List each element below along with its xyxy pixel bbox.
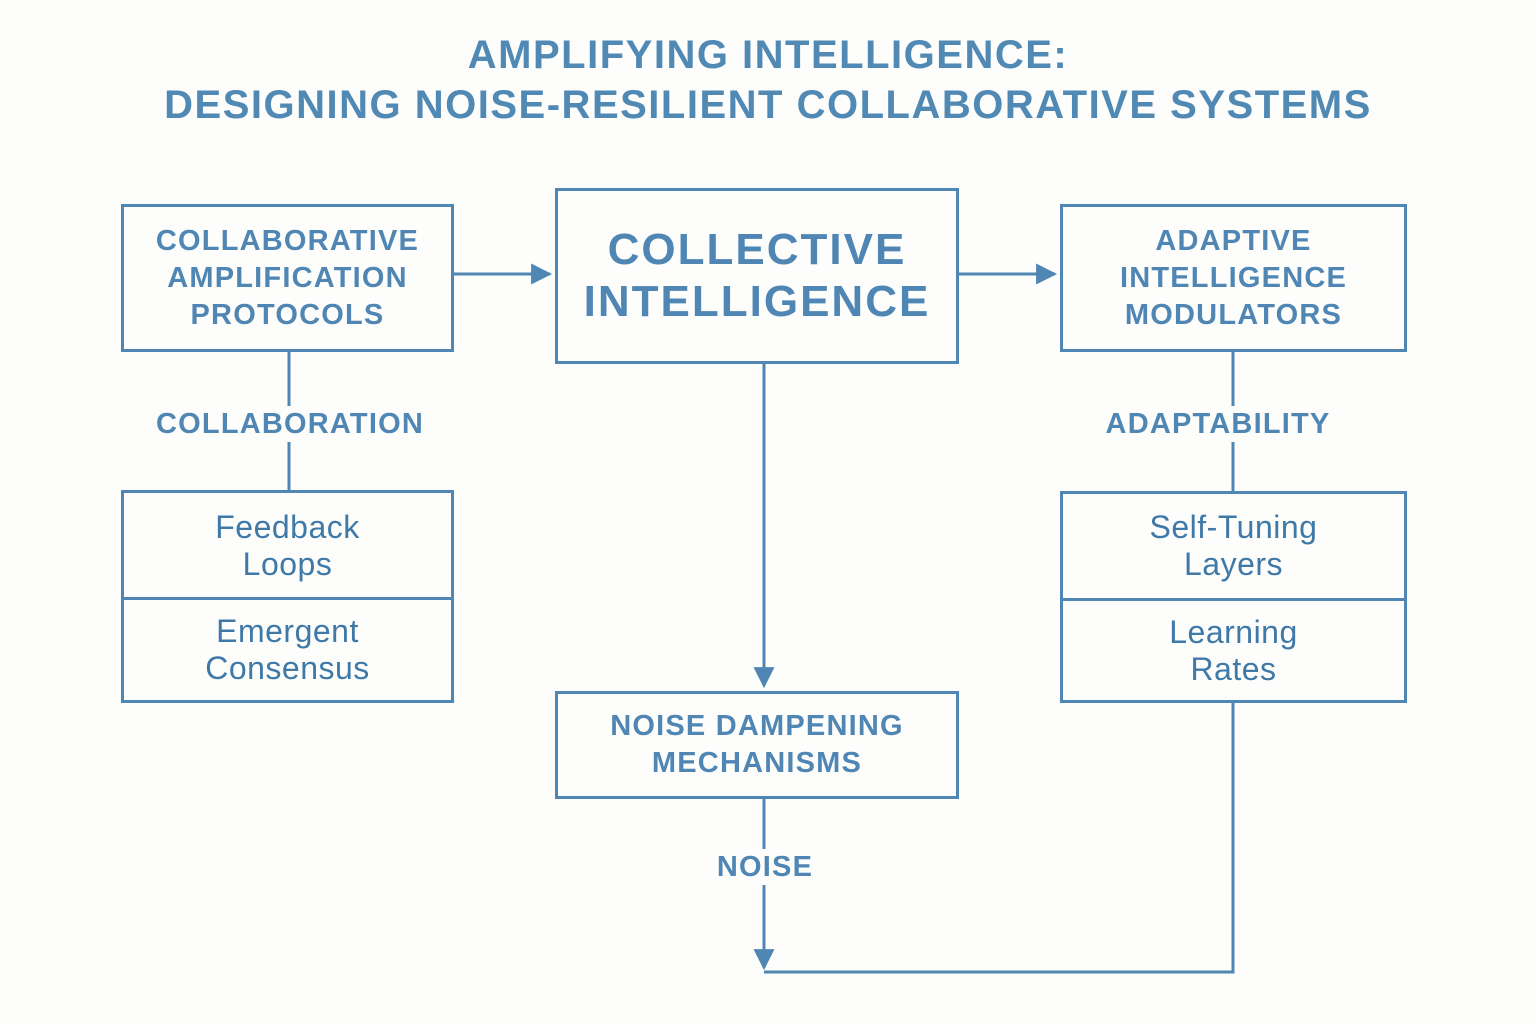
left-stack-box: Feedback Loops Emergent Consensus: [121, 490, 454, 703]
feedback-loops-cell: Feedback Loops: [215, 508, 360, 582]
emergent-consensus-cell: Emergent Consensus: [205, 613, 370, 686]
collaborative-amplification-protocols-label: COLLABORATIVE AMPLIFICATION PROTOCOLS: [155, 224, 420, 331]
right-stack-divider: [1063, 598, 1404, 601]
adaptive-intelligence-modulators-label: ADAPTIVE INTELLIGENCE MODULATORS: [1119, 224, 1348, 331]
self-tuning-layers-cell: Self-Tuning Layers: [1149, 509, 1318, 582]
right-stack-box: Self-Tuning Layers Learning Rates: [1060, 491, 1407, 703]
noise-label: NOISE: [690, 849, 840, 885]
collective-intelligence-box: COLLECTIVE INTELLIGENCE: [555, 188, 959, 364]
adaptive-intelligence-modulators-box: ADAPTIVE INTELLIGENCE MODULATORS: [1060, 204, 1407, 352]
line-learning-rates-feedback: [764, 702, 1235, 974]
collective-intelligence-label: COLLECTIVE INTELLIGENCE: [583, 225, 931, 326]
diagram-title-line-2: DESIGNING NOISE-RESILIENT COLLABORATIVE …: [164, 83, 1372, 127]
diagram-title-line-1: AMPLIFYING INTELLIGENCE:: [467, 33, 1069, 77]
adaptability-label: ADAPTABILITY: [1068, 406, 1368, 442]
noise-dampening-mechanisms-box: NOISE DAMPENING MECHANISMS: [555, 691, 959, 799]
learning-rates-cell: Learning Rates: [1169, 613, 1298, 687]
collaboration-label: COLLABORATION: [140, 406, 440, 442]
collaborative-amplification-protocols-box: COLLABORATIVE AMPLIFICATION PROTOCOLS: [121, 204, 454, 352]
left-stack-divider: [124, 597, 451, 600]
noise-dampening-mechanisms-label: NOISE DAMPENING MECHANISMS: [610, 710, 904, 779]
